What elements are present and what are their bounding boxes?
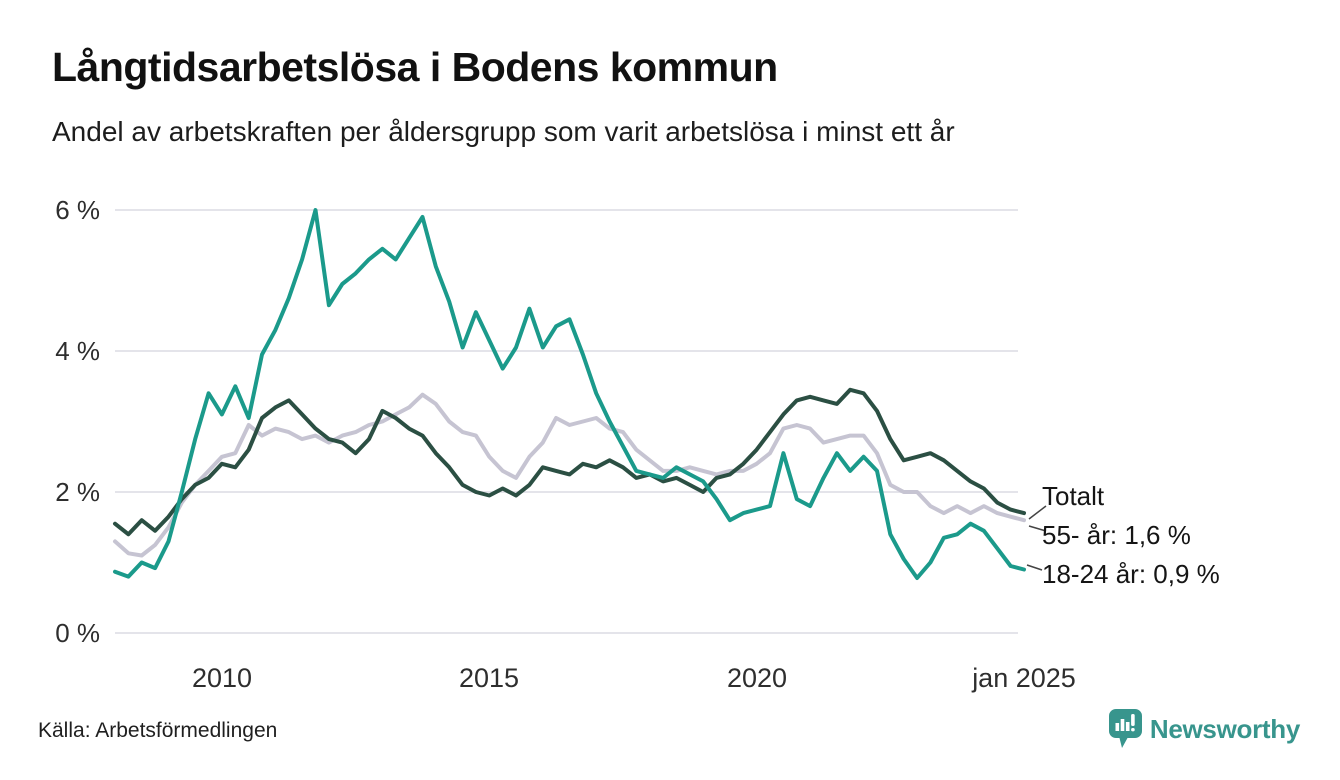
newsworthy-logo-text: Newsworthy bbox=[1149, 714, 1300, 744]
leader-line-totalt bbox=[1028, 505, 1047, 520]
ytick-6: 6 % bbox=[55, 195, 100, 225]
gridlines bbox=[115, 209, 1018, 634]
series-line-55--år bbox=[113, 392, 1026, 558]
xtick-jan-2025: jan 2025 bbox=[972, 663, 1076, 693]
source-note: Källa: Arbetsförmedlingen bbox=[38, 719, 278, 742]
end-label-18-24-ar: 18-24 år: 0,9 % bbox=[1042, 559, 1220, 589]
chart-title: Långtidsarbetslösa i Bodens kommun bbox=[52, 44, 778, 90]
ytick-2: 2 % bbox=[55, 477, 100, 507]
end-label-totalt: Totalt bbox=[1042, 481, 1105, 511]
xtick-2020: 2020 bbox=[726, 663, 788, 693]
newsworthy-logo: Newsworthy bbox=[1108, 709, 1300, 750]
logo-bar-chart-glyph bbox=[1115, 714, 1135, 732]
series-line-18-24-år bbox=[113, 208, 1026, 580]
end-label-55-ar: 55- år: 1,6 % bbox=[1042, 520, 1191, 550]
xtick-2015: 2015 bbox=[458, 663, 520, 693]
label-leader-lines bbox=[1026, 505, 1047, 571]
series-line-totalt bbox=[113, 387, 1026, 537]
newsworthy-logo-icon bbox=[1108, 709, 1142, 748]
chart-subtitle: Andel av arbetskraften per åldersgrupp s… bbox=[52, 116, 955, 147]
ytick-4: 4 % bbox=[55, 336, 100, 366]
xtick-2010: 2010 bbox=[191, 663, 253, 693]
leader-line-55 bbox=[1028, 525, 1047, 532]
leader-line-18-24 bbox=[1026, 564, 1043, 571]
series-lines bbox=[113, 208, 1026, 580]
ytick-0: 0 % bbox=[55, 618, 100, 648]
